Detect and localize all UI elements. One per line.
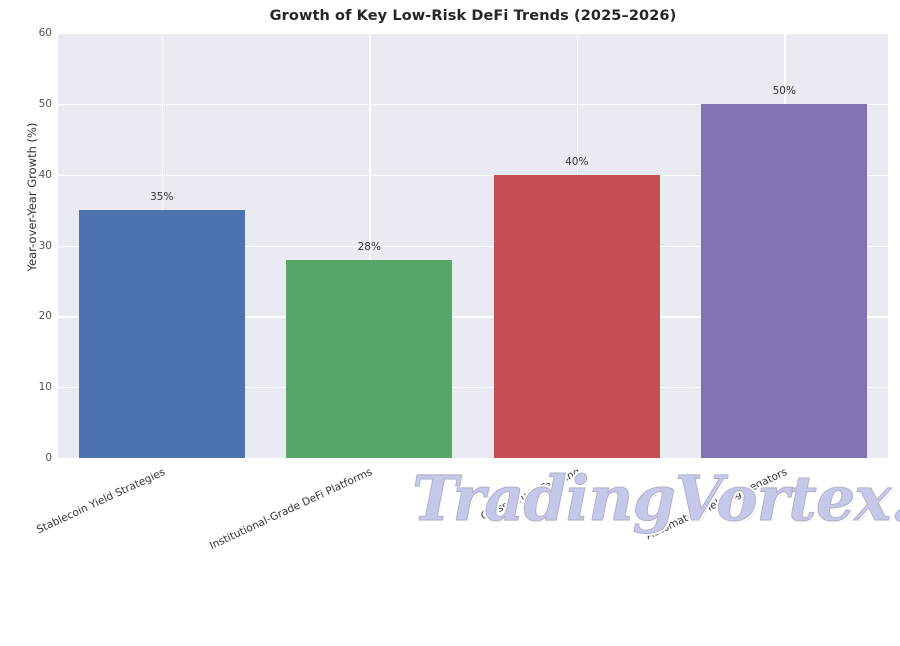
- gridline-horizontal: [58, 316, 888, 318]
- watermark-fill-text: TradingVortex.com: [412, 462, 900, 535]
- y-tick-label: 10: [38, 381, 52, 394]
- bar-value-label: 35%: [150, 191, 174, 204]
- bar-value-label: 28%: [357, 240, 381, 253]
- gridline-horizontal: [58, 33, 888, 35]
- bar[interactable]: [701, 103, 868, 458]
- y-tick-label: 20: [38, 310, 52, 323]
- x-tick-label: Stablecoin Yield Strategies: [34, 466, 167, 537]
- bar-value-label: 40%: [565, 155, 589, 168]
- gridline-horizontal: [58, 245, 888, 247]
- y-axis-ticks: 0 10 20 30 40 50 60: [0, 27, 52, 464]
- gridline-horizontal: [58, 387, 888, 389]
- bar[interactable]: [78, 210, 245, 458]
- gridline-horizontal: [58, 103, 888, 106]
- x-tick-label: Cross-Chain Farming: [478, 466, 582, 523]
- bar-value-label: 50%: [772, 84, 796, 97]
- y-tick-label: 30: [38, 239, 52, 252]
- chart-figure: Growth of Key Low-Risk DeFi Trends (2025…: [0, 8, 900, 553]
- plot-area: 35% 28% 40% 50%: [58, 33, 888, 458]
- watermark-outline-text: TradingVortex.com: [412, 462, 900, 535]
- gridline-horizontal: [58, 174, 888, 176]
- x-tick-label: Institutional-Grade DeFi Platforms: [208, 466, 375, 553]
- chart-title: Growth of Key Low-Risk DeFi Trends (2025…: [269, 8, 677, 24]
- bar[interactable]: [286, 259, 453, 458]
- y-tick-label: 60: [38, 27, 52, 39]
- y-tick-label: 40: [38, 168, 52, 181]
- y-tick-label: 50: [38, 97, 52, 110]
- y-tick-label: 0: [45, 452, 52, 464]
- y-axis-label: Year-over-Year Growth (%): [25, 122, 39, 272]
- x-tick-label: Automated Yield Aggregators: [644, 466, 790, 543]
- gridline-vertical: [369, 33, 371, 458]
- bar[interactable]: [493, 174, 660, 458]
